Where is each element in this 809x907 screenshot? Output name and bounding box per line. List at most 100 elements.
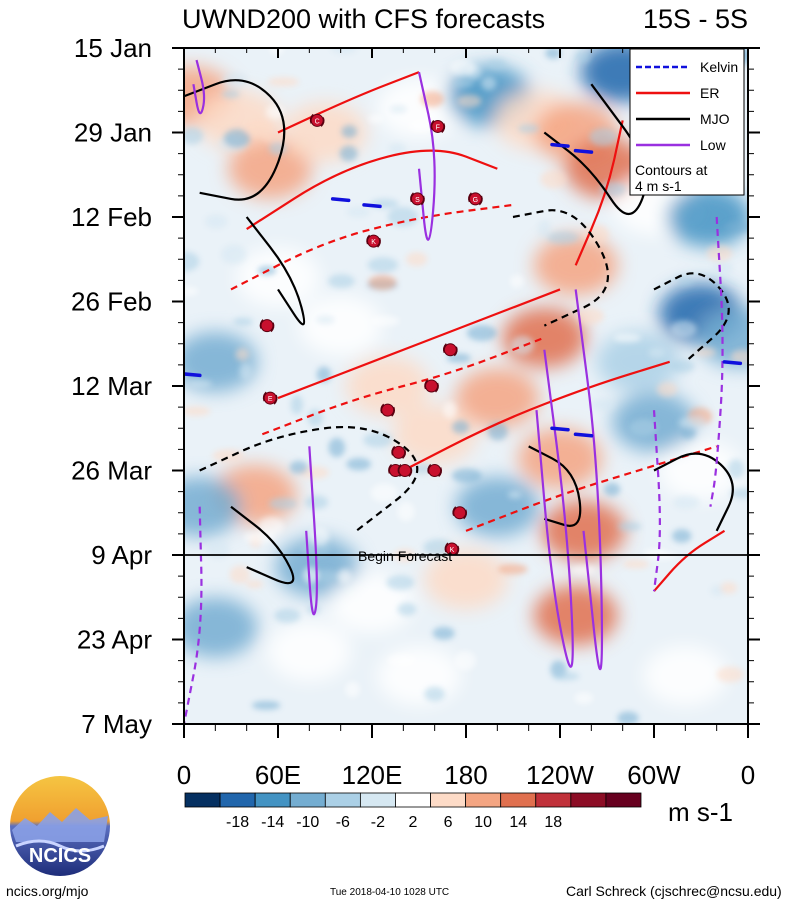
storm-disc [392,445,406,459]
anomaly-speckle-cell [370,483,398,503]
anomaly-speckle-cell [648,347,666,359]
contour-line [245,216,306,326]
storm-symbol: S [410,192,425,206]
anomaly-speckle-cell [251,700,281,710]
anomaly-speckle-cell [233,317,254,326]
storm-arm [453,346,458,357]
storm-symbols: C F S G K E K [259,113,483,556]
footer-timestamp: Tue 2018-04-10 1028 UTC [330,887,450,898]
legend-label: Kelvin [700,59,738,75]
anomaly-speckle-cell [261,134,288,143]
storm-arm [388,464,393,474]
contour-line [230,203,514,291]
kelvin-contour [550,426,570,432]
anomaly-speckle-cell [570,565,597,575]
colorbar-segment [500,792,537,808]
storm-arm [397,464,402,474]
anomaly-speckle-cell [397,602,417,616]
y-axis: 15 Jan 29 Jan 12 Feb 26 Feb 12 Mar 26 Mar 9 Ap… [71,33,760,739]
anomaly-speckle-cell [184,251,200,272]
anomaly-speckle-cell [407,119,433,133]
storm-arm [391,406,396,417]
colorbar-segment [184,792,221,808]
anomaly-speckle-cell [368,274,397,291]
legend: Kelvin ER MJO Low Contours at 4 m s-1 [629,48,745,196]
contour-line [261,336,545,436]
colorbar-tick-label: -10 [296,814,319,831]
storm-symbol: F [430,119,446,133]
anomaly-speckle-cell [313,569,338,583]
storm-arm [273,394,278,405]
anomaly-speckle-cell [267,77,300,87]
y-tick-label: 12 Mar [71,371,152,401]
storm-arm [262,391,267,402]
storm-arm [380,403,385,414]
x-tick-label: 120W [526,760,594,790]
anomaly-speckle-cell [341,125,358,138]
x-tick-label: 0 [741,760,755,790]
storm-symbol [427,464,443,477]
kelvin-contour [722,360,743,366]
colorbar-tick-label: 18 [544,814,562,831]
anomaly-speckle-cell [397,501,415,522]
anomaly-speckle-cell [424,686,445,702]
anomaly-cell [659,440,743,501]
anomaly-speckle-cell [613,333,642,343]
anomaly-speckle-cell [184,286,199,296]
y-tick-label: 26 Mar [71,456,152,486]
anomaly-speckle-cell [589,127,617,147]
anomaly-cell [184,331,258,392]
storm-symbol [424,379,439,393]
storm-arm [366,234,371,245]
anomaly-speckle-cell [457,94,482,108]
anomaly-speckle-cell [390,105,407,114]
anomaly-speckle-cell [720,582,738,594]
legend-label: Low [700,137,727,153]
storm-arm [320,117,325,127]
anomaly-speckle-cell [629,419,658,437]
anomaly-speckle-cell [452,420,470,434]
anomaly-speckle-cell [730,349,748,364]
anomaly-speckle-cell [497,563,528,575]
anomaly-speckle-cell [656,382,678,397]
contour-line [199,425,419,532]
colorbar-segment [430,792,467,808]
legend-label: ER [700,85,719,101]
storm-arm [427,464,432,474]
anomaly-speckle-cell [339,145,358,162]
storm-disc [453,506,467,520]
anomaly-speckle-cell [507,490,522,499]
anomaly-speckle-cell [670,320,697,338]
anomaly-speckle-cell [451,468,482,483]
storm-arm [270,322,275,333]
storm-arm [430,119,435,130]
ncics-logo: NCICS [10,776,110,876]
x-tick-label: 60W [627,760,681,790]
anomaly-cell [643,645,728,706]
contour-line [653,452,734,532]
colorbar-tick-label: -2 [371,814,385,831]
storm-symbol [380,403,396,417]
anomaly-speckle-cell [370,315,400,327]
anomaly-cell [377,645,461,706]
anomaly-speckle-cell [711,261,734,275]
anomaly-speckle-cell [591,398,616,411]
anomaly-speckle-cell [367,114,384,124]
colorbar-segment [324,792,361,808]
footer-url[interactable]: ncics.org/mjo [6,883,89,899]
x-tick-label: 180 [444,760,487,790]
anomaly-speckle-cell [245,580,264,589]
anomaly-speckle-cell [188,379,212,389]
storm-arm [444,542,449,553]
anomaly-speckle-cell [245,119,274,138]
anomaly-cell [267,621,352,682]
anomaly-cell [533,585,618,646]
anomaly-speckle-cell [552,672,580,681]
colorbar-tick-label: 6 [444,814,453,831]
anomaly-speckle-cell [346,206,370,218]
colorbar-segment [605,792,642,808]
anomaly-speckle-cell [289,460,308,474]
kelvin-contour [573,432,594,438]
contour-line [574,120,624,266]
colorbar-tick-label: -14 [261,814,284,831]
